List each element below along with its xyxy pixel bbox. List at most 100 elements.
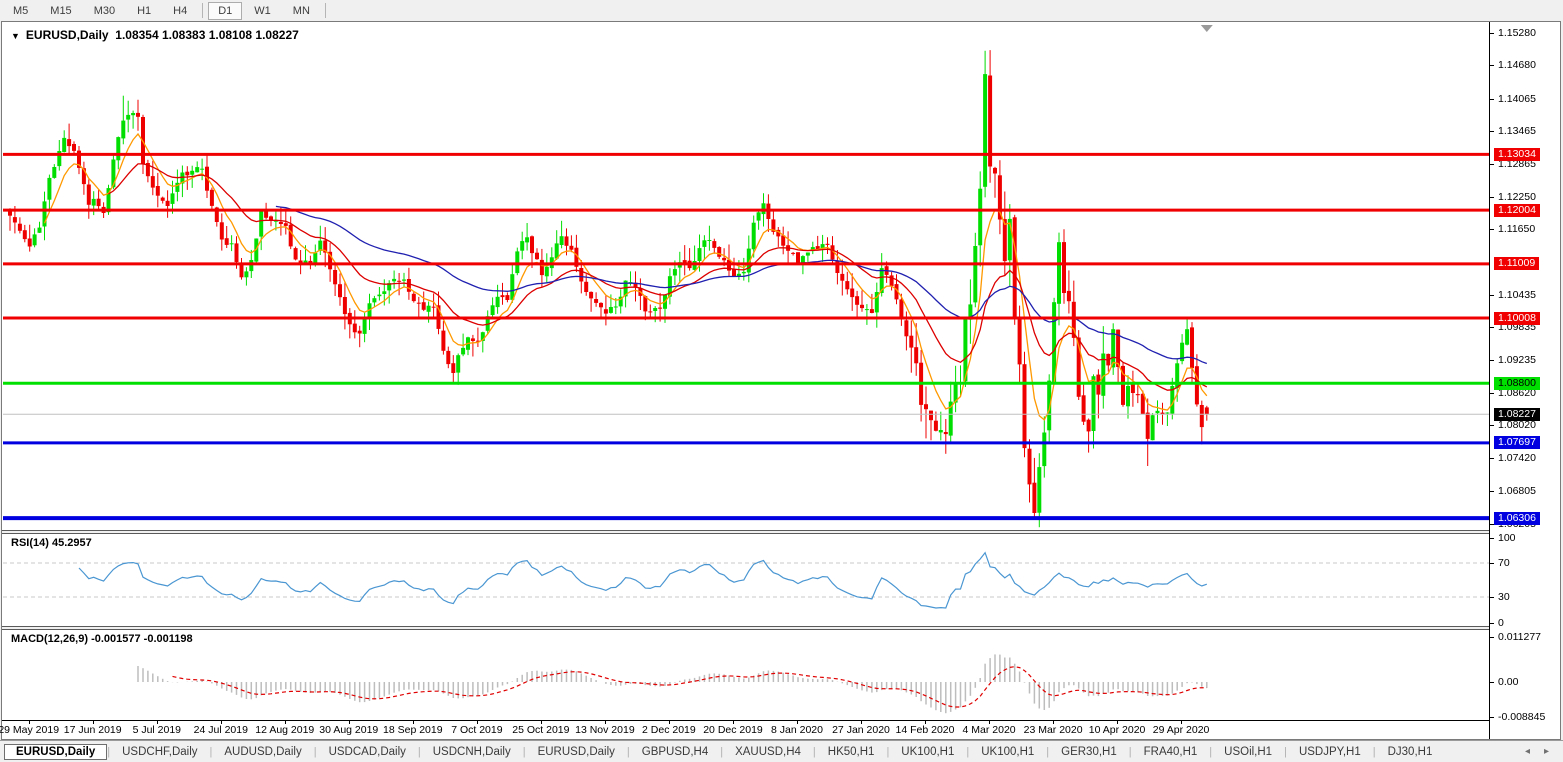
chart-symbol-label: EURUSD,Daily [25, 28, 109, 42]
tab-divider: | [966, 745, 970, 758]
tab-scroll-right-icon[interactable]: ▸ [1543, 746, 1549, 757]
macd-chart-canvas[interactable] [3, 630, 1489, 720]
date-tick-mark [989, 721, 991, 724]
date-label: 17 Jun 2019 [63, 724, 122, 736]
date-label: 25 Oct 2019 [512, 724, 570, 736]
tab-divider: | [1372, 745, 1376, 758]
timeframe-button-w1[interactable]: W1 [254, 4, 271, 17]
date-tick-mark [1181, 721, 1183, 724]
tab-scroll-left-icon[interactable]: ◂ [1524, 746, 1530, 757]
tab-fra40-h1[interactable]: FRA40,H1 [1143, 745, 1198, 758]
tab-divider: | [1128, 745, 1132, 758]
tab-xauusd-h4[interactable]: XAUUSD,H4 [735, 745, 801, 758]
rsi-chart-canvas[interactable] [3, 534, 1489, 626]
price-tag-1-10008: 1.10008 [1494, 311, 1540, 325]
date-label: 18 Sep 2019 [383, 724, 443, 736]
tab-uk100-h1[interactable]: UK100,H1 [981, 745, 1035, 758]
date-tick-mark [28, 721, 30, 724]
tab-usdchf-daily[interactable]: USDCHF,Daily [122, 745, 198, 758]
tab-gbpusd-h4[interactable]: GBPUSD,H4 [641, 745, 709, 758]
tab-usdjpy-h1[interactable]: USDJPY,H1 [1298, 745, 1361, 758]
price-tag-1-08227: 1.08227 [1494, 407, 1540, 421]
macd-axis-label: 0.011277 [1498, 630, 1542, 643]
timeframe-button-mn[interactable]: MN [292, 4, 310, 17]
tab-divider: | [107, 745, 111, 758]
rsi-axis-label: 0 [1498, 616, 1504, 629]
price-tick-mark [1490, 327, 1494, 329]
macd-tick-mark [1490, 717, 1494, 719]
tab-divider: | [626, 745, 630, 758]
timeframe-toolbar: M5 M15 M30 H1 H4 D1 W1 MN [0, 0, 1563, 21]
pane-separator[interactable] [2, 530, 1560, 534]
tab-usdcad-daily[interactable]: USDCAD,Daily [328, 745, 406, 758]
tab-uk100-h1[interactable]: UK100,H1 [901, 745, 955, 758]
rsi-tick-mark [1490, 597, 1494, 598]
date-label: 29 Apr 2020 [1152, 724, 1210, 736]
date-tick-mark [668, 721, 670, 724]
tab-usoil-h1[interactable]: USOil,H1 [1224, 745, 1273, 758]
price-tick-mark [1490, 359, 1494, 361]
price-tick-label: 1.08620 [1498, 387, 1536, 399]
date-axis[interactable]: 29 May 2019 17 Jun 2019 5 Jul 2019 24 Jul 2… [0, 720, 1489, 739]
price-chart-canvas[interactable] [3, 23, 1489, 530]
date-tick-mark [1117, 721, 1119, 724]
tab-eurusd-daily[interactable]: EURUSD,Daily [537, 745, 615, 758]
date-label: 23 Mar 2020 [1023, 724, 1083, 736]
tab-eurusd-daily[interactable]: EURUSD,Daily [4, 743, 108, 760]
tab-dj30-h1[interactable]: DJ30,H1 [1387, 745, 1433, 758]
date-label: 7 Oct 2019 [451, 724, 503, 736]
timeframe-button-m15[interactable]: M15 [50, 4, 72, 17]
macd-axis-label: 0.00 [1498, 676, 1519, 688]
tab-ger30-h1[interactable]: GER30,H1 [1061, 745, 1117, 758]
price-tick-label: 1.13465 [1498, 125, 1536, 138]
chart-window: ▼ EURUSD,Daily 1.08354 1.08383 1.08108 1.… [0, 21, 1561, 740]
price-tick-label: 1.06805 [1498, 485, 1536, 498]
date-tick-mark [797, 721, 798, 724]
price-tick-mark [1490, 457, 1494, 459]
price-tag-1-11009: 1.11009 [1494, 257, 1540, 271]
date-tick-mark [476, 721, 478, 724]
tab-divider: | [812, 745, 816, 758]
toolbar-divider [202, 3, 204, 18]
timeframe-button-h1[interactable]: H1 [137, 4, 152, 17]
date-label: 29 May 2019 [0, 724, 60, 736]
price-tick-mark [1490, 523, 1494, 525]
rsi-axis-label: 30 [1498, 591, 1510, 603]
rsi-tick-mark [1490, 537, 1494, 539]
date-label: 30 Aug 2019 [319, 724, 379, 736]
date-tick-mark [733, 721, 734, 724]
tab-audusd-daily[interactable]: AUDUSD,Daily [224, 745, 302, 758]
macd-axis-label: -0.008845 [1498, 711, 1546, 724]
tab-divider: | [1284, 745, 1287, 758]
chart-dropdown-icon[interactable]: ▼ [11, 31, 20, 41]
price-tag-1-12004: 1.12004 [1494, 203, 1540, 217]
price-tick-mark [1490, 131, 1494, 133]
date-tick-mark [861, 721, 862, 724]
timeframe-button-m5[interactable]: M5 [13, 4, 29, 17]
price-tick-label: 1.08020 [1498, 419, 1536, 432]
date-tick-mark [284, 721, 286, 724]
price-tick-mark [1490, 294, 1494, 296]
price-tick-label: 1.10435 [1498, 288, 1536, 301]
chart-title: ▼ EURUSD,Daily 1.08354 1.08383 1.08108 1.… [11, 28, 299, 42]
tab-divider: | [1046, 745, 1050, 758]
timeframe-button-h4[interactable]: H4 [173, 4, 188, 17]
rsi-axis-label: 70 [1498, 557, 1510, 569]
price-tick-label: 1.12250 [1498, 190, 1536, 203]
price-tag-1-07697: 1.07697 [1494, 436, 1540, 450]
timeframe-button-d1[interactable]: D1 [208, 1, 243, 20]
price-tag-1-06306: 1.06306 [1494, 511, 1540, 525]
date-label: 27 Jan 2020 [832, 724, 890, 736]
chart-tab-bar: EURUSD,Daily | USDCHF,Daily | AUDUSD,Daily | U… [0, 740, 1563, 762]
date-tick-mark [925, 721, 926, 724]
pane-separator-2[interactable] [2, 626, 1560, 630]
tab-usdcnh-daily[interactable]: USDCNH,Daily [432, 745, 511, 758]
tab-hk50-h1[interactable]: HK50,H1 [827, 745, 875, 758]
tab-divider: | [313, 745, 317, 758]
price-axis[interactable]: 1.15280 1.14680 1.14065 1.13465 1.12865 1.122… [1489, 22, 1560, 739]
price-tick-label: 1.15280 [1498, 27, 1536, 39]
timeframe-button-m30[interactable]: M30 [93, 4, 116, 17]
price-tick-mark [1490, 229, 1494, 231]
date-label: 2 Dec 2019 [642, 724, 696, 736]
